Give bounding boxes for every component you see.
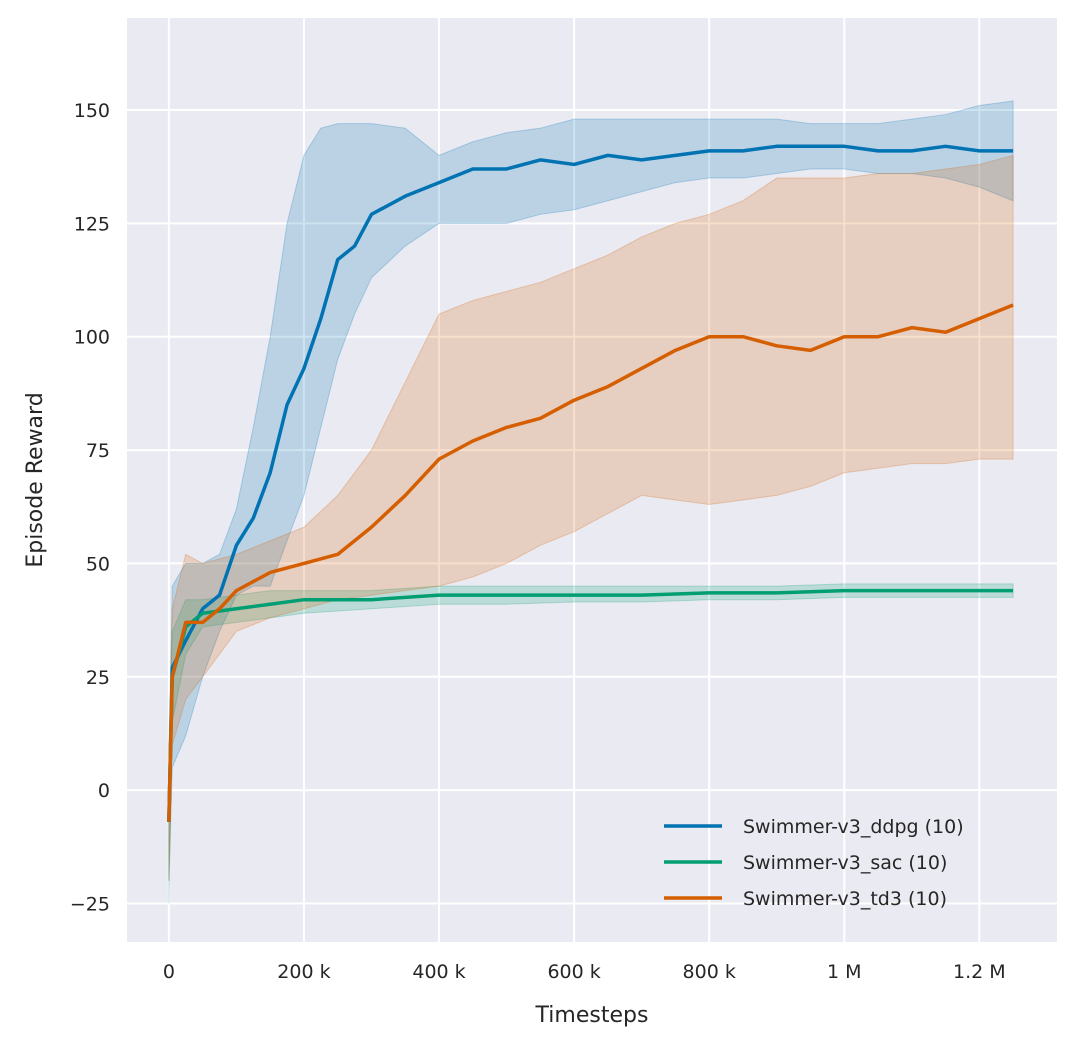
x-tick-label: 800 k (683, 961, 736, 983)
y-tick-label: 125 (74, 213, 110, 235)
y-tick-label: 25 (86, 667, 110, 689)
legend-label: Swimmer-v3_ddpg (10) (743, 816, 964, 838)
plot-background (127, 18, 1057, 942)
confidence-band-2 (168, 154, 1014, 881)
legend: Swimmer-v3_ddpg (10) Swimmer-v3_sac (10) S… (664, 816, 964, 910)
confidence-bands (168, 100, 1014, 904)
y-tick-label: 0 (98, 780, 110, 802)
x-tick-labels: 0 200 k 400 k 600 k 800 k 1 M 1.2 M (163, 961, 1006, 983)
series-line-0 (167, 144, 1014, 822)
y-axis-label: Episode Reward (23, 392, 48, 567)
y-tick-label: −25 (70, 893, 110, 915)
y-tick-label: 50 (86, 553, 110, 575)
x-tick-label: 400 k (412, 961, 465, 983)
x-tick-label: 1.2 M (953, 961, 1006, 983)
y-tick-label: 75 (86, 440, 110, 462)
y-tick-label: 150 (74, 100, 110, 122)
confidence-band-0 (168, 100, 1014, 881)
grid (127, 18, 1057, 942)
y-tick-label: 100 (74, 327, 110, 349)
series-lines (167, 144, 1014, 822)
x-tick-label: 1 M (827, 961, 862, 983)
x-tick-label: 200 k (277, 961, 330, 983)
series-line-2 (167, 303, 1014, 822)
x-tick-label: 600 k (547, 961, 600, 983)
x-axis-label: Timesteps (535, 1003, 649, 1028)
legend-label: Swimmer-v3_td3 (10) (743, 888, 947, 910)
legend-label: Swimmer-v3_sac (10) (743, 852, 947, 874)
y-tick-labels: −25 0 25 50 75 100 125 150 (70, 100, 110, 915)
confidence-band-1 (168, 583, 1014, 904)
x-tick-label: 0 (163, 961, 175, 983)
series-line-1 (167, 588, 1014, 822)
